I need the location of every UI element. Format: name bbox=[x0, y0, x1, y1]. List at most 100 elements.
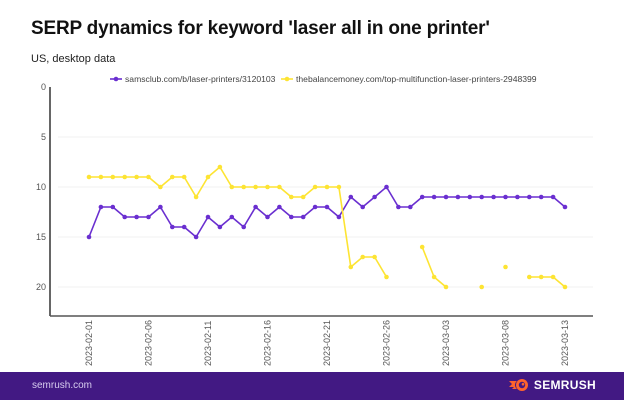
data-point[interactable] bbox=[491, 194, 496, 200]
data-point[interactable] bbox=[431, 194, 437, 200]
data-point[interactable] bbox=[265, 214, 270, 220]
data-point[interactable] bbox=[443, 194, 449, 200]
data-point[interactable] bbox=[265, 184, 270, 190]
series-line bbox=[421, 246, 447, 288]
data-point[interactable] bbox=[562, 204, 568, 210]
data-point[interactable] bbox=[205, 214, 211, 220]
grid-lines bbox=[58, 136, 593, 288]
data-point[interactable] bbox=[205, 174, 211, 180]
x-tick-label: 2023-03-03 bbox=[441, 320, 451, 366]
x-tick-label: 2023-03-13 bbox=[560, 320, 570, 366]
data-point[interactable] bbox=[372, 254, 377, 260]
data-point[interactable] bbox=[98, 204, 104, 210]
series-line bbox=[88, 186, 566, 238]
data-point[interactable] bbox=[86, 174, 92, 180]
data-point[interactable] bbox=[134, 214, 139, 220]
data-point[interactable] bbox=[348, 194, 354, 200]
series-line bbox=[529, 276, 566, 288]
data-point[interactable] bbox=[158, 204, 163, 210]
data-point[interactable] bbox=[229, 214, 235, 220]
data-point[interactable] bbox=[98, 174, 104, 180]
data-point[interactable] bbox=[479, 284, 485, 290]
data-point[interactable] bbox=[170, 174, 175, 180]
data-point[interactable] bbox=[527, 274, 532, 280]
data-point[interactable] bbox=[515, 194, 520, 200]
data-point[interactable] bbox=[324, 184, 330, 190]
chart-title: SERP dynamics for keyword 'laser all in … bbox=[31, 18, 490, 39]
data-point[interactable] bbox=[158, 184, 163, 190]
data-point[interactable] bbox=[122, 214, 127, 220]
data-point[interactable] bbox=[217, 224, 223, 230]
data-point[interactable] bbox=[253, 184, 258, 190]
data-point[interactable] bbox=[431, 274, 437, 280]
data-point[interactable] bbox=[419, 244, 425, 250]
y-axis: 0 5 10 15 20 bbox=[36, 82, 51, 316]
data-point[interactable] bbox=[503, 194, 508, 200]
data-point[interactable] bbox=[110, 174, 116, 180]
data-point[interactable] bbox=[562, 284, 568, 290]
data-point[interactable] bbox=[217, 164, 223, 170]
data-point[interactable] bbox=[289, 194, 294, 200]
data-point[interactable] bbox=[336, 214, 342, 220]
data-point[interactable] bbox=[300, 194, 306, 200]
serp-line-chart: samsclub.com/b/laser-printers/3120103 the… bbox=[36, 74, 593, 366]
data-point[interactable] bbox=[277, 184, 282, 190]
data-point[interactable] bbox=[360, 204, 366, 210]
semrush-flame-icon bbox=[508, 379, 528, 391]
data-point[interactable] bbox=[86, 234, 92, 240]
data-point[interactable] bbox=[396, 204, 401, 210]
x-axis: 2023-02-01 2023-02-06 2023-02-11 2023-02-16… bbox=[50, 315, 593, 366]
data-point[interactable] bbox=[527, 194, 532, 200]
y-tick-label: 0 bbox=[41, 82, 46, 92]
data-point[interactable] bbox=[348, 264, 354, 270]
data-point[interactable] bbox=[170, 224, 175, 230]
data-point[interactable] bbox=[384, 184, 389, 190]
data-point[interactable] bbox=[360, 254, 366, 260]
data-point[interactable] bbox=[146, 174, 151, 180]
data-point[interactable] bbox=[277, 204, 282, 210]
data-point[interactable] bbox=[408, 204, 413, 210]
data-point[interactable] bbox=[110, 204, 116, 210]
data-point[interactable] bbox=[538, 274, 544, 280]
data-point[interactable] bbox=[419, 194, 425, 200]
chart-subtitle: US, desktop data bbox=[31, 53, 116, 65]
data-point[interactable] bbox=[455, 194, 461, 200]
data-point[interactable] bbox=[253, 204, 258, 210]
data-point[interactable] bbox=[229, 184, 235, 190]
x-tick-label: 2023-02-01 bbox=[84, 320, 94, 366]
data-point[interactable] bbox=[241, 184, 246, 190]
legend-label[interactable]: thebalancemoney.com/top-multifunction-la… bbox=[296, 74, 537, 84]
legend-marker-icon bbox=[284, 76, 290, 82]
brand-name: SEMRUSH bbox=[533, 378, 596, 392]
data-point[interactable] bbox=[289, 214, 294, 220]
x-tick-label: 2023-02-11 bbox=[203, 321, 213, 366]
data-point[interactable] bbox=[479, 194, 485, 200]
legend-marker-icon bbox=[113, 76, 119, 82]
y-tick-label: 5 bbox=[41, 132, 46, 142]
footer-site-link[interactable]: semrush.com bbox=[32, 380, 93, 391]
data-point[interactable] bbox=[193, 194, 199, 200]
data-point[interactable] bbox=[467, 194, 473, 200]
data-point[interactable] bbox=[122, 174, 127, 180]
data-point[interactable] bbox=[312, 204, 318, 210]
x-tick-label: 2023-03-08 bbox=[501, 320, 511, 366]
data-point[interactable] bbox=[372, 194, 377, 200]
data-point[interactable] bbox=[312, 184, 318, 190]
data-point[interactable] bbox=[241, 224, 246, 230]
data-point[interactable] bbox=[550, 194, 556, 200]
data-point[interactable] bbox=[550, 274, 556, 280]
data-point[interactable] bbox=[443, 284, 449, 290]
data-point[interactable] bbox=[181, 224, 187, 230]
data-point[interactable] bbox=[384, 274, 389, 280]
data-point[interactable] bbox=[146, 214, 151, 220]
data-point[interactable] bbox=[134, 174, 139, 180]
data-point[interactable] bbox=[300, 214, 306, 220]
data-point[interactable] bbox=[193, 234, 199, 240]
y-tick-label: 20 bbox=[36, 282, 46, 292]
data-point[interactable] bbox=[336, 184, 342, 190]
data-point[interactable] bbox=[538, 194, 544, 200]
data-point[interactable] bbox=[181, 174, 187, 180]
legend-label[interactable]: samsclub.com/b/laser-printers/3120103 bbox=[125, 74, 276, 84]
data-point[interactable] bbox=[324, 204, 330, 210]
data-point[interactable] bbox=[503, 264, 508, 270]
